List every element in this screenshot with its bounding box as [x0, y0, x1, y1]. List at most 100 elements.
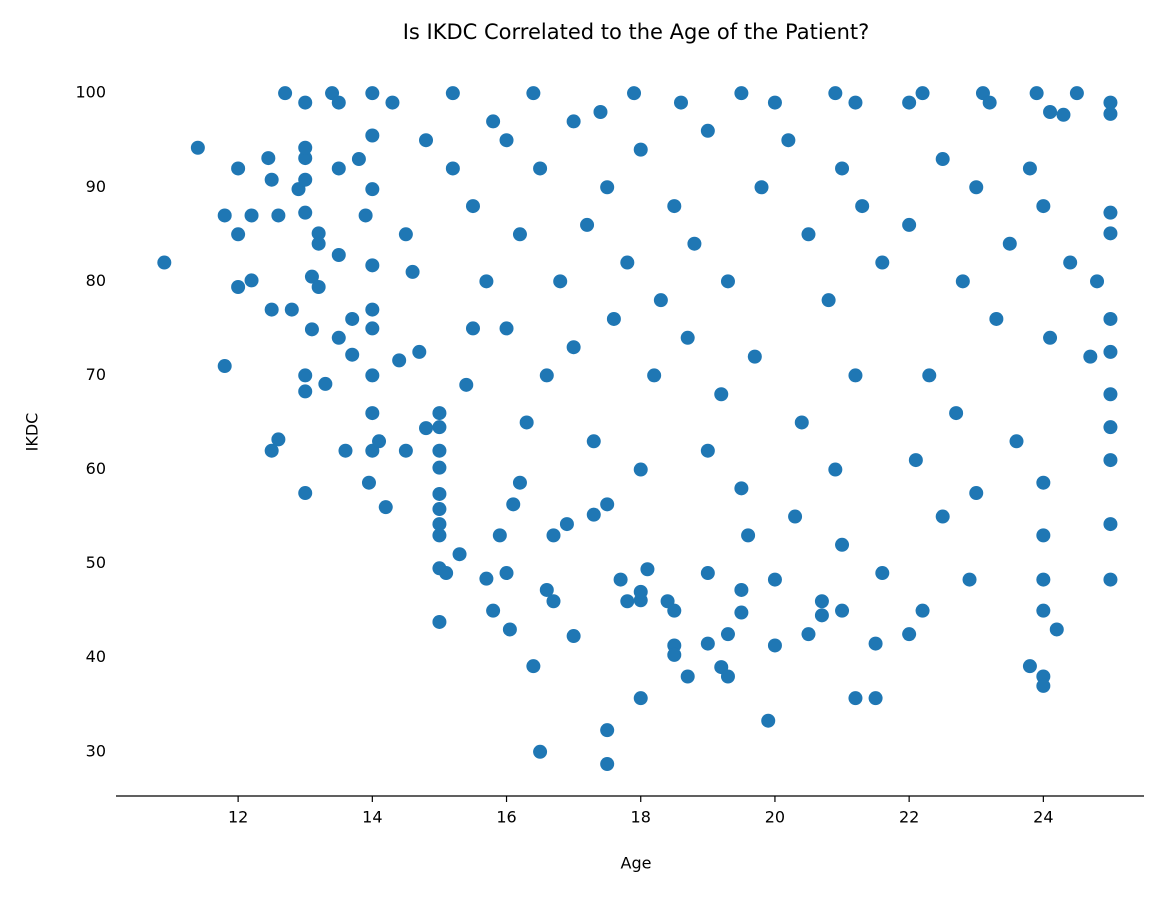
point [559, 517, 574, 532]
point [1043, 104, 1058, 119]
point [351, 152, 366, 167]
point [365, 321, 380, 336]
point [304, 269, 319, 284]
point [955, 274, 970, 289]
point [734, 481, 749, 496]
point [969, 486, 984, 501]
point [419, 421, 434, 436]
point [600, 723, 615, 738]
point [714, 387, 729, 402]
point [546, 594, 561, 609]
point [539, 582, 554, 597]
point [432, 528, 447, 543]
point [700, 443, 715, 458]
point [680, 669, 695, 684]
point [365, 258, 380, 273]
point [432, 406, 447, 421]
point [264, 302, 279, 317]
point [372, 434, 387, 449]
point [512, 475, 527, 490]
point [935, 152, 950, 167]
point [378, 500, 393, 515]
point [1022, 659, 1037, 674]
point [298, 95, 313, 110]
point [855, 199, 870, 214]
point [231, 279, 246, 294]
point [1090, 274, 1105, 289]
point [989, 311, 1004, 326]
point [1103, 572, 1118, 587]
point [445, 86, 460, 101]
point [539, 368, 554, 383]
point [902, 627, 917, 642]
x-tick-label: 20 [765, 808, 785, 827]
point [848, 368, 863, 383]
point [432, 420, 447, 435]
point [479, 571, 494, 586]
x-tick-label: 14 [362, 808, 382, 827]
point [271, 208, 286, 223]
y-tick-label: 40 [86, 647, 106, 666]
point [767, 95, 782, 110]
point [432, 502, 447, 517]
x-tick-label: 22 [899, 808, 919, 827]
point [620, 594, 635, 609]
point [627, 86, 642, 101]
point [1103, 453, 1118, 468]
point [264, 172, 279, 187]
point [580, 217, 595, 232]
point [1043, 330, 1058, 345]
point [311, 236, 326, 251]
point [533, 744, 548, 759]
point [499, 566, 514, 581]
point [566, 629, 581, 644]
point [667, 647, 682, 662]
point [835, 537, 850, 552]
point [982, 95, 997, 110]
point [962, 572, 977, 587]
point [361, 475, 376, 490]
point [828, 462, 843, 477]
chart-title: Is IKDC Correlated to the Age of the Pat… [403, 20, 870, 44]
x-tick-label: 16 [496, 808, 516, 827]
point [452, 547, 467, 562]
point [331, 95, 346, 110]
point [304, 322, 319, 337]
point [734, 605, 749, 620]
y-tick-label: 70 [86, 365, 106, 384]
point [465, 321, 480, 336]
point [331, 330, 346, 345]
point [405, 264, 420, 279]
point [492, 528, 507, 543]
point [486, 114, 501, 129]
point [613, 572, 628, 587]
point [633, 142, 648, 157]
point [647, 368, 662, 383]
point [398, 443, 413, 458]
point [1056, 107, 1071, 122]
point [459, 377, 474, 392]
point [311, 279, 326, 294]
point [1022, 161, 1037, 176]
point [1103, 226, 1118, 241]
point [1103, 517, 1118, 532]
point [1103, 205, 1118, 220]
point [600, 497, 615, 512]
point [1002, 236, 1017, 251]
point [680, 330, 695, 345]
point [479, 274, 494, 289]
point [1103, 387, 1118, 402]
point [848, 95, 863, 110]
point [1069, 86, 1084, 101]
point [519, 415, 534, 430]
point [365, 406, 380, 421]
point [546, 528, 561, 543]
point [1063, 255, 1078, 270]
point [935, 509, 950, 524]
point [673, 95, 688, 110]
point [828, 86, 843, 101]
point [1103, 420, 1118, 435]
point [264, 443, 279, 458]
point [432, 443, 447, 458]
